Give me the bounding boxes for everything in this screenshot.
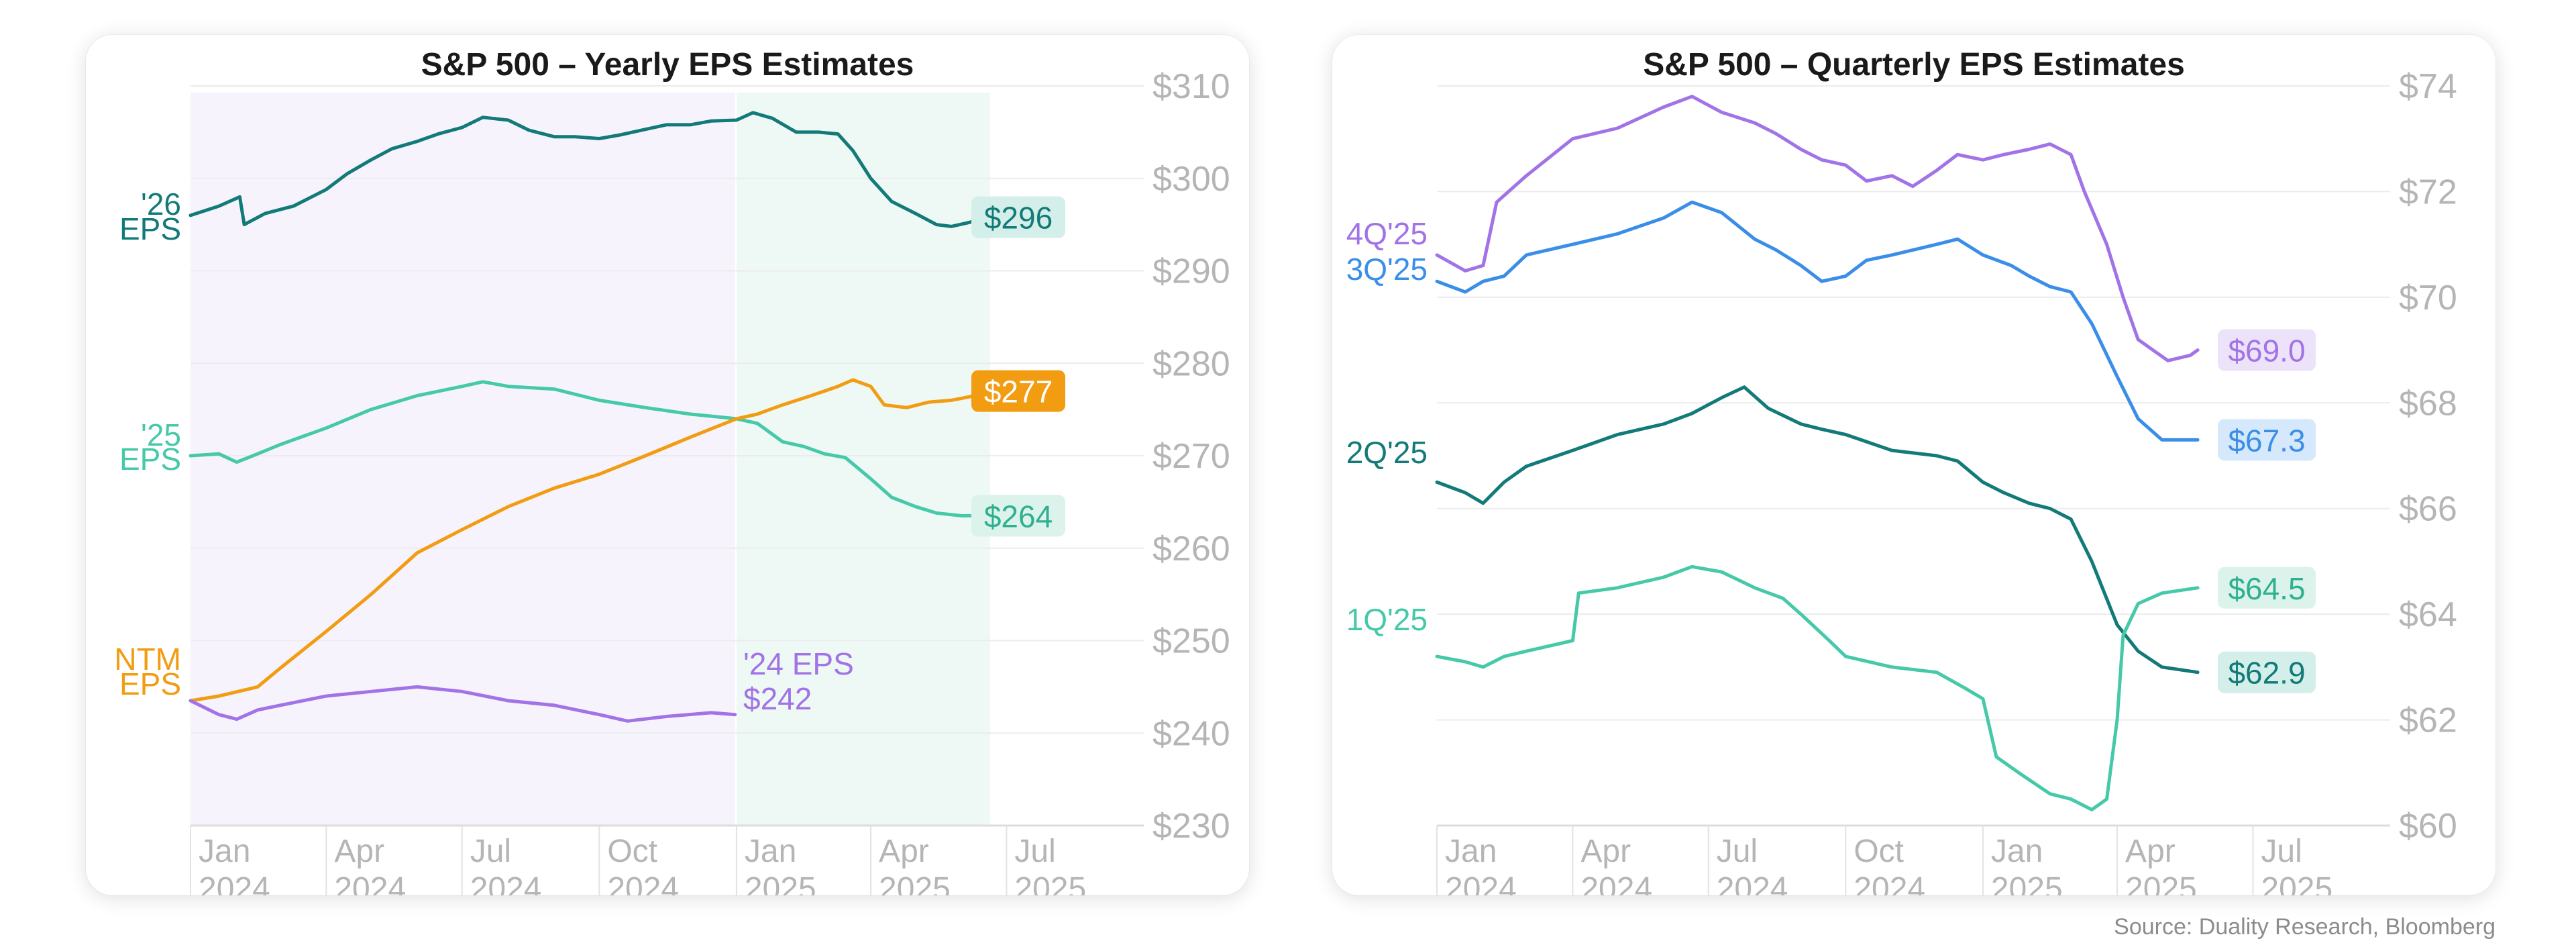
quarterly-series-label-3q-25: 3Q'25 [1346, 252, 1428, 287]
quarterly-series-label-4q-25: 4Q'25 [1346, 216, 1428, 251]
quarterly-y-tick-label: $74 [2399, 67, 2457, 106]
quarterly-y-tick-label: $64 [2399, 595, 2457, 634]
yearly-eps-card: $230 $240 $250 $260 $270 $280 $290 $300 $310 Jan 2… [86, 35, 1249, 895]
yearly-end-badge-label: $296 [984, 201, 1053, 236]
yearly-y-tick-label: $260 [1152, 530, 1230, 568]
yearly-series-line-24-eps [189, 685, 737, 723]
yearly-y-tick-label: $270 [1152, 437, 1230, 476]
quarterly-eps-chart: $60 $62 $64 $66 $68 $70 $72 $74 Jan 2024 Apr 2024 Ju… [1346, 47, 2457, 895]
quarterly-end-badge-label: $67.3 [2228, 423, 2305, 458]
yearly-chart-title: S&P 500 – Yearly EPS Estimates [421, 47, 914, 83]
quarterly-y-tick-label: $62 [2399, 701, 2457, 740]
quarterly-x-tick-label: Jan 2025 [1991, 834, 2063, 895]
yearly-x-tick-label: Apr 2025 [879, 834, 951, 895]
quarterly-end-badge-4q-25: $69.0 [2218, 329, 2316, 371]
yearly-y-tick-label: $250 [1152, 622, 1230, 661]
quarterly-y-tick-label: $66 [2399, 490, 2457, 529]
quarterly-end-badge-bg [2218, 329, 2316, 371]
yearly-end-badge-bg [971, 370, 1065, 412]
yearly-series-line-26-eps [189, 111, 992, 228]
quarterly-end-badge-label: $64.5 [2228, 571, 2305, 606]
yearly-shaded-region-1 [191, 93, 735, 826]
quarterly-end-badge-2q-25: $62.9 [2218, 651, 2316, 693]
yearly-end-badge-25-eps: $264 [971, 495, 1065, 537]
quarterly-series-label-2q-25: 2Q'25 [1346, 435, 1428, 470]
quarterly-end-badge-1q-25: $64.5 [2218, 566, 2316, 609]
source-note: Source: Duality Research, Bloomberg [2114, 914, 2496, 940]
yearly-series-label-ntm-eps: NTM EPS [114, 642, 181, 701]
yearly-x-tick-label: Oct 2024 [607, 834, 679, 895]
yearly-series-line-ntm-eps [189, 378, 992, 703]
quarterly-y-tick-label: $70 [2399, 279, 2457, 317]
yearly-y-tick-label: $290 [1152, 252, 1230, 291]
quarterly-x-tick-label: Oct 2024 [1854, 834, 1925, 895]
yearly-end-badge-label: $277 [984, 375, 1053, 409]
quarterly-x-tick-label: Apr 2025 [2125, 834, 2197, 895]
yearly-end-badge-ntm-eps: $277 [971, 370, 1065, 412]
yearly-end-badge-bg [971, 196, 1065, 238]
yearly-y-tick-label: $300 [1152, 160, 1230, 199]
yearly-x-tick-label: Jan 2025 [745, 834, 816, 895]
quarterly-x-tick-label: Jul 2024 [1717, 834, 1788, 895]
quarterly-x-tick-label: Apr 2024 [1580, 834, 1652, 895]
quarterly-series-line-4q-25 [1435, 95, 2200, 362]
quarterly-chart-title: S&P 500 – Quarterly EPS Estimates [1643, 47, 2185, 83]
quarterly-series-label-1q-25: 1Q'25 [1346, 602, 1428, 637]
yearly-y-tick-label: $230 [1152, 807, 1230, 846]
quarterly-end-badge-3q-25: $67.3 [2218, 419, 2316, 461]
quarterly-end-badge-label: $69.0 [2228, 334, 2305, 368]
quarterly-end-badge-label: $62.9 [2228, 656, 2305, 691]
quarterly-x-tick-label: Jul 2025 [2261, 834, 2332, 895]
yearly-y-tick-label: $280 [1152, 344, 1230, 383]
yearly-y-tick-label: $310 [1152, 67, 1230, 106]
quarterly-y-tick-label: $60 [2399, 807, 2457, 846]
quarterly-y-tick-label: $68 [2399, 384, 2457, 423]
quarterly-series-line-3q-25 [1435, 200, 2200, 442]
yearly-y-tick-label: $240 [1152, 714, 1230, 753]
yearly-end-badge-label: $264 [984, 499, 1053, 534]
quarterly-series-line-1q-25 [1435, 564, 2200, 811]
yearly-x-tick-label: Jan 2024 [199, 834, 270, 895]
yearly-x-tick-label: Apr 2024 [334, 834, 406, 895]
quarterly-y-tick-label: $72 [2399, 172, 2457, 211]
quarterly-series-line-2q-25 [1435, 385, 2200, 675]
yearly-series-line-25-eps [189, 380, 992, 517]
yearly-x-tick-label: Jul 2025 [1014, 834, 1086, 895]
quarterly-end-badge-bg [2218, 419, 2316, 461]
quarterly-x-tick-label: Jan 2024 [1445, 834, 1517, 895]
yearly-series-label-26-eps: '26 EPS [119, 187, 181, 246]
yearly-end-badge-26-eps: $296 [971, 196, 1065, 238]
yearly-shaded-region-2 [736, 93, 990, 826]
quarterly-end-badge-bg [2218, 566, 2316, 609]
yearly-eps-chart: $230 $240 $250 $260 $270 $280 $290 $300 $310 Jan 2… [114, 47, 1230, 895]
yearly-series-label-25-eps: '25 EPS [119, 417, 181, 477]
yearly-x-tick-label: Jul 2024 [470, 834, 542, 895]
yearly-end-badge-bg [971, 495, 1065, 537]
quarterly-end-badge-bg [2218, 651, 2316, 693]
quarterly-eps-card: $60 $62 $64 $66 $68 $70 $72 $74 Jan 2024 Apr 2024 Ju… [1332, 35, 2496, 895]
yearly-series-label-24-eps: '24 EPS $242 [743, 646, 854, 716]
